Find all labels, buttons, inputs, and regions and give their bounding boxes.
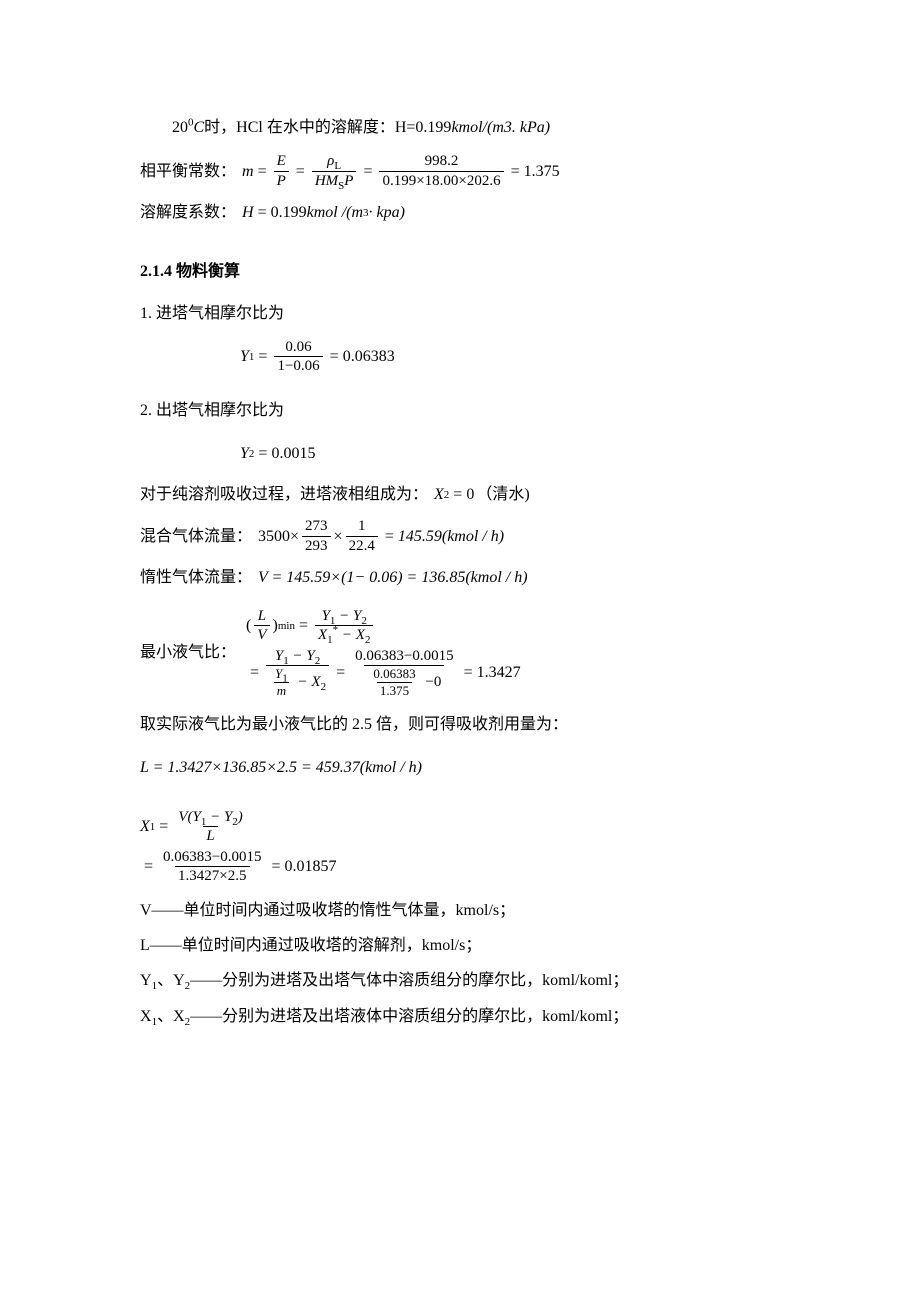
heading-214: 2.1.4 物料衡算 <box>140 254 800 289</box>
intro-line: 200C时，HCl 在水中的溶解度：H=0.199kmol/(m3. kPa) <box>140 110 800 145</box>
mixed-flow: 混合气体流量： 3500 × 273 293 × 1 22.4 = 145.59… <box>140 518 800 554</box>
item1-formula: Y1 = 0.06 1−0.06 = 0.06383 <box>240 339 800 375</box>
eq-constant: 相平衡常数： m = E P = ρL HMSP = 998.2 0.199×1… <box>140 153 800 189</box>
solubility-coef: 溶解度系数： H = 0.199kmol /(m3 · kpa) <box>140 195 800 230</box>
l-calc: L = 1.3427×136.85×2.5 = 459.37(kmol / h) <box>140 750 800 785</box>
item2-formula: Y2 = 0.0015 <box>240 436 800 471</box>
def-v: V——单位时间内通过吸收塔的惰性气体量，kmol/s； <box>140 893 800 928</box>
item2-label: 2. 出塔气相摩尔比为 <box>140 393 800 428</box>
min-lv-ratio: 最小液气比： ( L V )min = Y1 − Y2 X1* − X2 = Y… <box>140 606 800 701</box>
inert-flow: 惰性气体流量： V = 145.59×(1− 0.06) = 136.85(km… <box>140 560 800 595</box>
actual-ratio-text: 取实际液气比为最小液气比的 2.5 倍，则可得吸收剂用量为： <box>140 707 800 742</box>
def-x: X1、X2——分别为进塔及出塔液体中溶质组分的摩尔比，koml/koml； <box>140 999 800 1034</box>
def-y: Y1、Y2——分别为进塔及出塔气体中溶质组分的摩尔比，koml/koml； <box>140 963 800 998</box>
pure-solvent-line: 对于纯溶剂吸收过程，进塔液相组成为： X2 = 0 （清水) <box>140 477 800 512</box>
x1-calc: X1 = V(Y1 − Y2) L = 0.06383−0.0015 1.342… <box>140 807 800 887</box>
def-l: L——单位时间内通过吸收塔的溶解剂，kmol/s； <box>140 928 800 963</box>
item1-label: 1. 进塔气相摩尔比为 <box>140 296 800 331</box>
